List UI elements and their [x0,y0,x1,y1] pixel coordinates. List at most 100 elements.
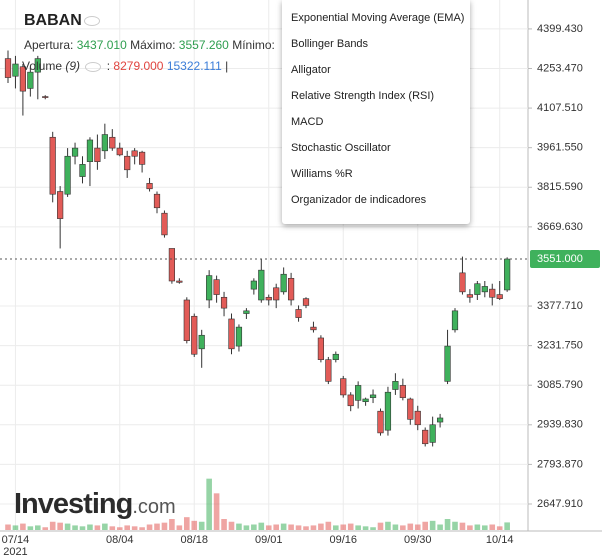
candle-body [4,58,12,78]
candle-body [101,134,108,152]
candle-body [474,283,481,295]
candle-body [436,417,444,423]
candle-body [392,381,399,390]
volume-bar [42,527,49,530]
candle-body [153,193,161,209]
volume-bar [228,521,235,530]
volume-bar [377,522,384,530]
volume-bar [414,524,421,530]
candle-body [243,310,250,314]
candle-body [34,58,41,73]
candle-body [146,183,153,190]
watermark: Investing.com [14,488,176,521]
y-tick-label: 3085.790 [537,379,583,391]
candle-body [466,294,474,298]
volume-bar [280,523,287,530]
menu-item[interactable]: Bollinger Bands [291,38,369,50]
volume-ma: 15322.111 [166,59,222,73]
candle-body [220,296,228,309]
y-tick-label: 4107.510 [537,102,583,114]
candle-body [27,71,34,89]
menu-item[interactable]: Stochastic Oscillator [291,142,391,154]
volume-bar [265,525,272,530]
candle-body [384,391,392,431]
volume-bar [57,522,63,530]
y-tick-label: 3815.590 [537,181,583,193]
volume-bar [489,524,496,530]
candle-body [287,277,295,301]
volume-bar [400,525,406,530]
volume-bar [94,525,101,530]
candle-body [504,258,511,291]
candle-body [429,424,436,443]
high-value: 3557.260 [178,38,229,52]
candle-body [198,334,205,350]
menu-item[interactable]: MACD [291,116,324,128]
candle-body [310,326,317,331]
candle-body [496,294,503,299]
volume-bar [467,525,473,530]
candle-body [258,269,265,301]
eye-icon[interactable] [83,15,100,26]
candle-body [12,63,19,77]
ohlc-line: Apertura: 3437.010 Máximo: 3557.260 Míni… [24,38,275,52]
x-tick-label: 09/30 [404,534,432,546]
candle-body [481,286,488,293]
candle-body [235,326,243,347]
y-tick-label: 2793.870 [537,458,583,470]
volume-period: (9) [65,59,81,73]
volume-bar [49,521,56,530]
menu-item[interactable]: Relative Strength Index (RSI) [291,90,435,102]
volume-bar [251,524,257,530]
volume-bar [64,523,71,530]
volume-bar [154,523,160,530]
volume-bar [139,527,145,530]
menu-item[interactable]: Alligator [291,64,331,76]
candle-body [302,298,310,306]
volume-bar [325,521,332,530]
candle-body [42,96,49,98]
volume-bar [310,525,317,530]
x-tick-label: 10/14 [486,534,514,546]
volume-bar [459,522,466,530]
candle-body [399,385,406,398]
low-label: Mínimo: [232,38,275,52]
y-tick-label: 2939.830 [537,419,583,431]
x-tick-label: 07/14 [2,534,30,546]
candle-body [228,318,235,350]
x-tick-label: 09/01 [255,534,283,546]
candle-body [273,287,280,301]
volume-bar [27,526,34,530]
volume-bar [288,524,294,530]
menu-item[interactable]: Exponential Moving Average (EMA) [291,12,465,24]
candle-body [124,155,131,171]
eye-icon[interactable] [85,61,102,72]
volume-bar [213,493,220,530]
candle-body [317,337,325,360]
y-tick-label: 3669.630 [537,221,583,233]
candle-body [79,164,86,177]
symbol-text: BABAN [24,12,82,29]
year-label: 2021 [3,546,27,558]
volume-bar [273,524,279,530]
volume-bars [5,478,510,530]
candle-body [280,273,287,293]
menu-item[interactable]: Williams %R [291,168,353,180]
candle-body [459,272,466,293]
open-label: Apertura: [24,38,74,52]
high-label: Máximo: [130,38,176,52]
volume-bar [370,527,376,530]
volume-label: Volume [22,59,63,73]
volume-bar [243,525,250,530]
y-tick-label: 4399.430 [537,23,583,35]
menu-item[interactable]: Organizador de indicadores [291,194,427,206]
volume-bar [318,523,324,530]
candle-body [116,147,123,156]
volume-bar [79,526,86,530]
candle-body [206,275,213,301]
volume-bar [347,523,354,530]
volume-bar [102,523,108,530]
volume-bar [258,522,265,530]
candle-body [422,429,429,445]
